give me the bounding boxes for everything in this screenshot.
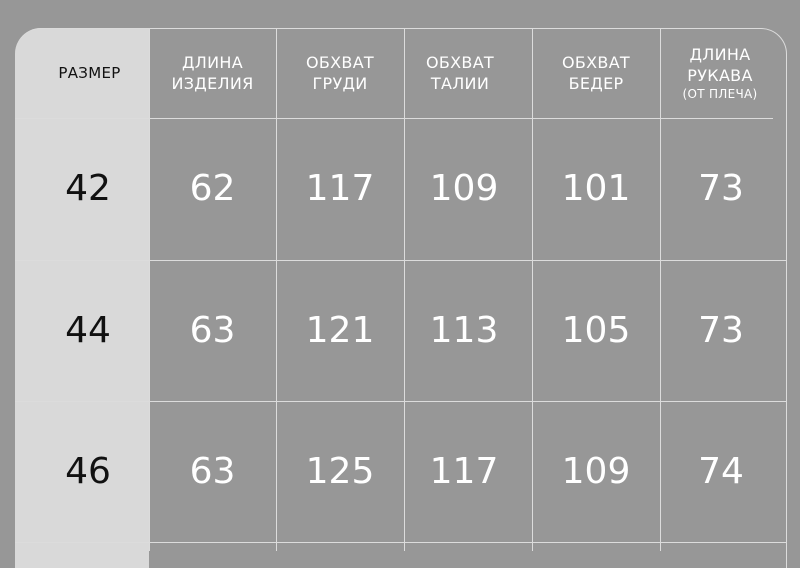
measurement-value: 125 [305,451,375,492]
header-label: БЕДЕР [568,74,624,93]
row-divider [15,260,787,261]
measurement-value: 109 [561,451,631,492]
header-label: ДЛИНА [182,53,243,72]
header-label: ОБХВАТ [305,53,375,72]
column-divider [276,28,277,551]
measurement-value: 117 [305,168,375,209]
header-note: (ОТ ПЛЕЧА) [682,87,758,101]
row-divider [15,401,787,402]
header-label: ОБХВАТ [561,53,631,72]
measurement-value: 74 [698,451,744,492]
column-divider [660,28,661,551]
row-divider [15,118,773,119]
measurement-value: 121 [305,310,375,351]
measurement-value: 62 [189,168,236,209]
measurement-value: 73 [698,310,744,351]
header-label: ИЗДЕЛИЯ [171,74,254,93]
header-chest: ОБХВАТ ГРУДИ [276,28,404,118]
measurement-value: 63 [189,451,236,492]
header-length: ДЛИНА ИЗДЕЛИЯ [149,28,276,118]
measurement-value: 101 [561,168,631,209]
measurement-value: 109 [429,168,499,209]
header-label: ТАЛИИ [430,74,490,93]
measurement-value: 105 [561,310,631,351]
header-label: ОБХВАТ [425,53,495,72]
size-value: 42 [65,168,111,209]
measurement-value: 117 [429,451,499,492]
measurement-value: 73 [698,168,744,209]
table-frame [15,28,787,568]
measurement-value: 113 [429,310,499,351]
header-hips: ОБХВАТ БЕДЕР [532,28,660,118]
column-divider [149,28,150,551]
header-label: РУКАВА [687,66,753,85]
header-sleeve: ДЛИНА РУКАВА (ОТ ПЛЕЧА) [660,28,780,118]
header-size: РАЗМЕР [15,28,164,118]
header-waist: ОБХВАТ ТАЛИИ [404,28,516,118]
row-divider [15,542,787,543]
header-label: ДЛИНА [689,45,751,64]
header-label: ГРУДИ [312,74,368,93]
header-label: РАЗМЕР [58,63,121,82]
measurement-value: 63 [189,310,236,351]
size-value: 44 [65,310,111,351]
column-divider [404,28,405,551]
column-divider [532,28,533,551]
size-value: 46 [65,451,111,492]
